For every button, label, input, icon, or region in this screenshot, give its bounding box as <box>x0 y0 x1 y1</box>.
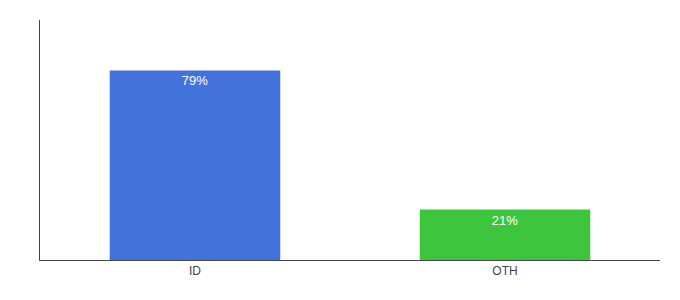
svg-text:OTH: OTH <box>492 264 517 278</box>
svg-text:ID: ID <box>189 264 201 278</box>
svg-text:21%: 21% <box>492 213 518 228</box>
svg-text:79%: 79% <box>182 73 208 88</box>
